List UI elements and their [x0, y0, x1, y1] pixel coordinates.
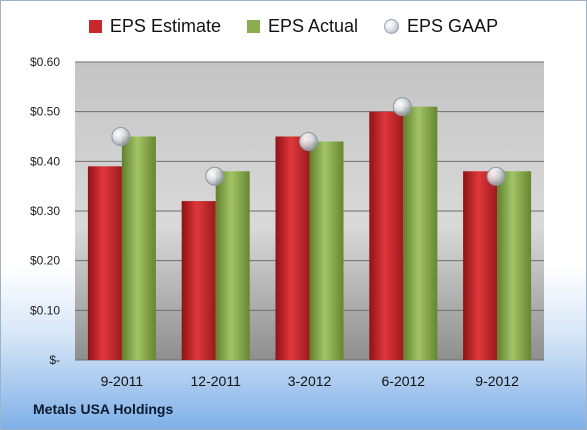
y-tick-label: $0.20 — [30, 254, 60, 268]
bar-eps-actual — [497, 171, 532, 360]
legend-item-estimate: EPS Estimate — [88, 16, 221, 37]
legend-label-estimate: EPS Estimate — [109, 16, 221, 36]
legend: EPS Estimate EPS Actual EPS GAAP — [0, 16, 587, 37]
y-tick-label: $0.10 — [30, 303, 60, 317]
x-tick-label: 12-2011 — [191, 373, 242, 389]
bubble-eps-gaap — [299, 131, 318, 151]
bar-eps-actual — [403, 106, 438, 360]
gaap-bubbles — [111, 97, 506, 186]
bar-eps-estimate — [87, 166, 122, 360]
y-tick-label: $0.40 — [30, 154, 60, 168]
bubble-eps-gaap — [392, 97, 412, 117]
x-tick-label: 9-2012 — [475, 373, 519, 389]
legend-swatch-gaap — [384, 19, 400, 34]
y-tick-label: $- — [49, 353, 60, 367]
company-label: Metals USA Holdings — [33, 401, 174, 417]
y-tick-label: $0.60 — [30, 55, 60, 69]
bar-eps-estimate — [369, 111, 404, 361]
bars — [87, 106, 532, 361]
legend-label-gaap: EPS GAAP — [407, 16, 499, 36]
x-axis-ticks: 9-2011 12-2011 3-2012 6-2012 9-2012 — [101, 373, 519, 389]
bar-eps-actual — [121, 136, 156, 360]
x-tick-label: 3-2012 — [288, 373, 332, 389]
bubble-eps-gaap — [205, 166, 225, 186]
bar-eps-actual — [215, 171, 250, 360]
legend-swatch-estimate — [88, 20, 102, 33]
y-axis-ticks: $- $0.10 $0.20 $0.30 $0.40 $0.50 $0.60 — [30, 55, 60, 367]
bubble-eps-gaap — [111, 127, 131, 146]
bar-eps-actual — [309, 141, 344, 360]
legend-item-actual: EPS Actual — [246, 16, 359, 37]
legend-label-actual: EPS Actual — [267, 16, 359, 36]
bubble-eps-gaap — [486, 166, 506, 186]
legend-item-gaap: EPS GAAP — [384, 16, 498, 37]
y-tick-label: $0.50 — [30, 105, 60, 119]
bar-eps-estimate — [275, 136, 310, 360]
bar-eps-estimate — [181, 201, 216, 360]
x-tick-label: 9-2011 — [101, 373, 144, 389]
y-tick-label: $0.30 — [30, 204, 60, 218]
legend-swatch-actual — [246, 20, 260, 33]
x-tick-label: 6-2012 — [382, 373, 426, 389]
bar-eps-estimate — [463, 171, 498, 360]
